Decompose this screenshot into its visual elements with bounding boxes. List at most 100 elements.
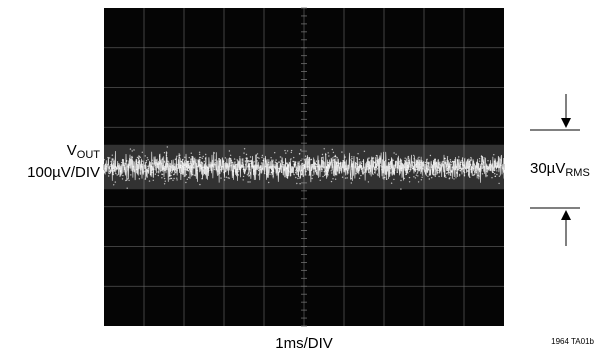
trace-speck (128, 179, 130, 182)
trace-speck (433, 174, 435, 176)
trace-speck (453, 178, 455, 180)
trace-speck (161, 177, 163, 179)
trace-speck (416, 168, 419, 170)
trace-speck (215, 168, 217, 170)
trace-speck (155, 159, 157, 161)
trace-speck (499, 159, 501, 161)
trace-speck (249, 156, 252, 158)
rms-measurement-label: 30µVRMS (530, 160, 590, 179)
trace-speck (213, 168, 215, 171)
trace-speck (356, 163, 359, 166)
trace-speck (192, 158, 194, 160)
trace-speck (135, 163, 137, 165)
trace-speck (232, 174, 234, 176)
trace-speck (391, 158, 393, 160)
trace-speck (146, 157, 149, 159)
trace-speck (449, 159, 452, 161)
trace-speck (182, 158, 184, 161)
trace-speck (479, 168, 481, 170)
trace-speck (153, 168, 155, 171)
trace-speck (459, 170, 462, 172)
trace-speck (396, 166, 398, 169)
trace-speck (401, 164, 403, 166)
trace-speck (493, 160, 496, 162)
trace-speck (408, 168, 410, 171)
trace-speck (137, 161, 139, 164)
trace-speck (358, 166, 360, 168)
trace-speck (414, 162, 416, 164)
trace-speck (401, 167, 403, 169)
trace-speck (252, 166, 254, 168)
trace-speck (460, 163, 462, 166)
trace-speck (165, 154, 168, 156)
trace-speck (324, 169, 326, 172)
trace-speck (261, 154, 264, 157)
trace-speck (227, 177, 229, 179)
trace-speck (475, 170, 477, 172)
trace-speck (271, 161, 274, 163)
trace-speck (288, 165, 290, 167)
trace-speck (435, 169, 438, 171)
trace-speck (147, 167, 149, 170)
trace-speck (425, 167, 428, 170)
trace-speck (476, 166, 478, 168)
trace-speck (180, 160, 183, 163)
trace-speck (170, 169, 172, 171)
trace-speck (496, 166, 498, 168)
trace-speck (214, 162, 217, 164)
trace-speck (162, 167, 164, 169)
trace-speck (231, 161, 233, 164)
trace-speck (500, 164, 502, 167)
trace-speck (257, 169, 260, 172)
trace-speck (178, 156, 181, 159)
trace-speck (141, 160, 143, 162)
trace-speck (437, 166, 439, 168)
trace-speck (469, 160, 471, 163)
trace-speck (133, 149, 135, 151)
trace-speck (179, 166, 182, 168)
trace-speck (244, 160, 246, 162)
trace-speck (497, 166, 499, 169)
trace-speck (440, 163, 442, 165)
trace-speck (263, 158, 265, 160)
trace-speck (151, 159, 153, 161)
trace-speck (166, 152, 168, 154)
trace-speck (104, 167, 106, 170)
trace-speck (189, 162, 191, 164)
trace-speck (297, 173, 299, 176)
vertical-scale-value: 100µV/DIV (27, 164, 100, 181)
trace-speck (413, 154, 415, 157)
trace-speck (404, 157, 406, 159)
trace-speck (141, 165, 143, 167)
trace-speck (369, 170, 372, 172)
trace-speck (160, 169, 162, 172)
trace-speck (296, 167, 299, 169)
trace-speck (446, 169, 448, 171)
trace-speck (180, 165, 182, 167)
trace-speck (295, 161, 297, 163)
trace-speck (357, 153, 359, 155)
trace-speck (230, 160, 233, 162)
trace-speck (460, 160, 462, 162)
trace-speck (290, 158, 292, 160)
trace-speck (434, 162, 436, 164)
trace-speck (201, 167, 203, 169)
trace-speck (184, 168, 186, 170)
trace-speck (319, 179, 321, 181)
trace-speck (141, 151, 143, 153)
trace-speck (329, 166, 331, 168)
trace-speck (158, 162, 161, 165)
trace-speck (347, 165, 349, 167)
trace-speck (366, 165, 369, 167)
trace-speck (183, 164, 186, 166)
trace-speck (341, 176, 344, 178)
measure-marker-top (530, 94, 580, 131)
trace-speck (317, 166, 319, 168)
trace-speck (499, 166, 501, 168)
trace-speck (346, 177, 348, 179)
trace-speck (414, 177, 417, 179)
trace-speck (239, 156, 241, 158)
trace-speck (453, 161, 456, 163)
trace-speck (154, 173, 157, 175)
trace-speck (307, 156, 309, 159)
